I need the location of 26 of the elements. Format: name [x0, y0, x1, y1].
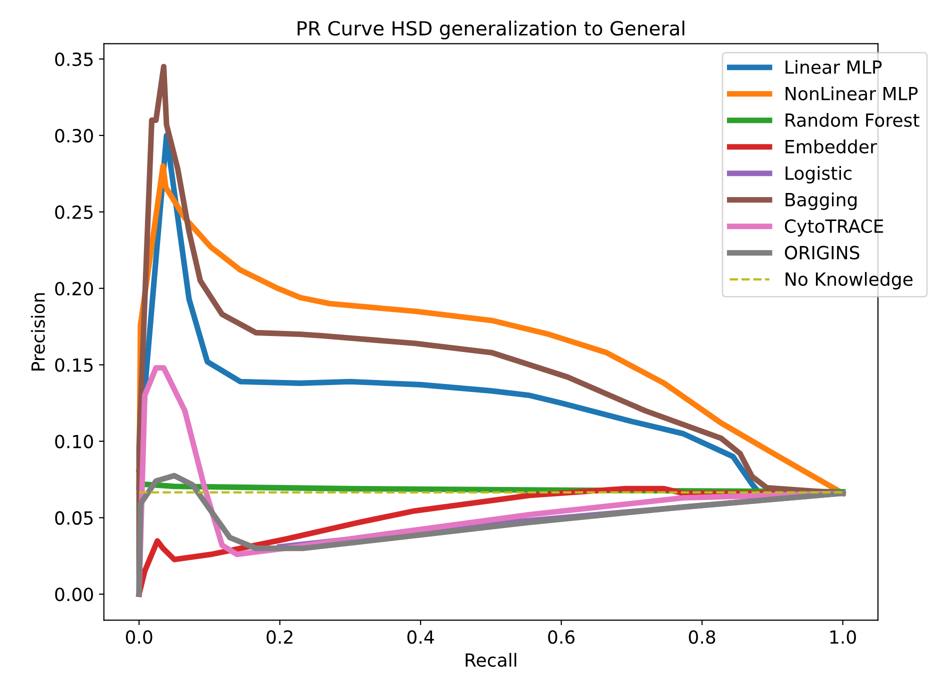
y-tick-label: 0.20: [55, 282, 93, 296]
x-tick-label: 0.4: [407, 630, 434, 644]
legend-label: No Knowledge: [786, 272, 912, 290]
y-tick-label: 0.30: [55, 128, 93, 143]
legend-label: Bagging: [786, 192, 857, 210]
legend-label: NonLinear MLP: [786, 86, 918, 100]
x-tick-label: 0.6: [548, 630, 575, 644]
x-tick-label: 0.8: [688, 630, 716, 644]
x-axis-title: Recall: [466, 652, 516, 667]
y-tick-label: 0.35: [55, 52, 93, 66]
y-axis-title: Precision: [30, 293, 45, 370]
y-tick-label: 0.25: [55, 205, 93, 220]
legend-label: Embedder: [786, 139, 877, 154]
legend-label: CytoTRACE: [784, 219, 884, 236]
y-tick-label: 0.15: [55, 358, 93, 372]
legend-label: Random Forest: [786, 112, 920, 127]
y-tick-label: 0.00: [55, 588, 93, 602]
legend-label: Logistic: [786, 166, 852, 184]
y-tick-label: 0.05: [55, 511, 93, 525]
legend-label: Linear MLP: [786, 60, 882, 74]
y-tick-label: 0.10: [55, 434, 93, 448]
legend-label: ORIGINS: [784, 246, 860, 260]
x-tick-label: 1.0: [830, 630, 856, 644]
chart-title: PR Curve HSD generalization to General: [298, 20, 684, 40]
x-tick-label: 0.0: [126, 630, 152, 644]
x-tick-label: 0.2: [266, 630, 292, 644]
